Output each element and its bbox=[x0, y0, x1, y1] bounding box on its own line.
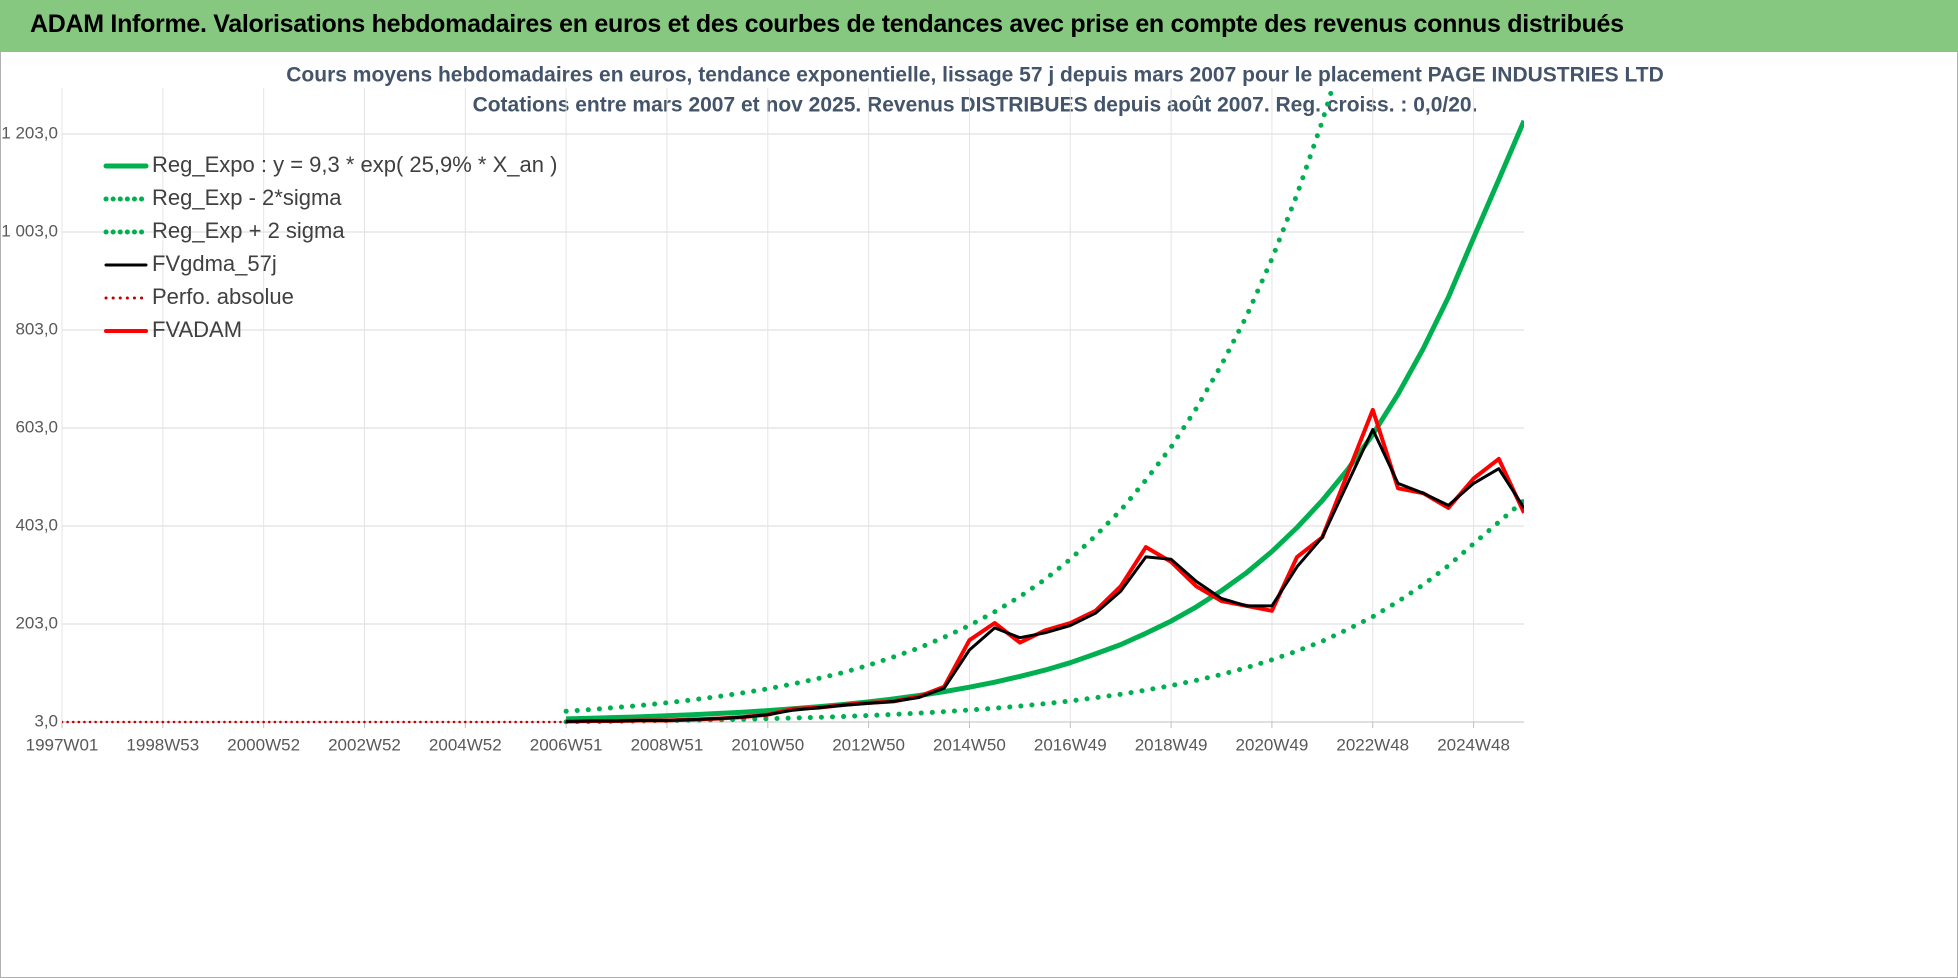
x-tick-label: 2008W51 bbox=[631, 735, 704, 754]
y-tick-label: 203,0 bbox=[15, 613, 58, 632]
x-tick-label: 2000W52 bbox=[227, 735, 300, 754]
series-line bbox=[566, 428, 1524, 723]
x-tick-label: 2010W50 bbox=[731, 735, 804, 754]
header-title: ADAM Informe. Valorisations hebdomadaire… bbox=[30, 10, 1624, 38]
y-tick-label: 1 003,0 bbox=[1, 222, 58, 241]
x-tick-label: 2004W52 bbox=[429, 735, 502, 754]
x-tick-label: 2022W48 bbox=[1336, 735, 1409, 754]
y-tick-label: 3,0 bbox=[34, 711, 58, 730]
x-tick-label: 2016W49 bbox=[1034, 735, 1107, 754]
series-line bbox=[563, 88, 1336, 714]
x-tick-label: 2012W50 bbox=[832, 735, 905, 754]
x-tick-label: 1997W01 bbox=[26, 735, 99, 754]
chart-title: Cours moyens hebdomadaires en euros, ten… bbox=[286, 64, 1663, 87]
y-tick-label: 403,0 bbox=[15, 516, 58, 535]
legend-label: Reg_Expo : y = 9,3 * exp( 25,9% * X_an ) bbox=[152, 152, 557, 177]
x-tick-label: 2002W52 bbox=[328, 735, 401, 754]
plot-area bbox=[62, 88, 1524, 724]
series-line bbox=[566, 407, 1524, 724]
legend-label: Perfo. absolue bbox=[152, 284, 294, 309]
x-tick-label: 2018W49 bbox=[1135, 735, 1208, 754]
x-tick-label: 2020W49 bbox=[1236, 735, 1309, 754]
legend-label: Reg_Exp + 2 sigma bbox=[152, 218, 345, 243]
y-tick-label: 1 203,0 bbox=[1, 124, 58, 143]
legend-label: Reg_Exp - 2*sigma bbox=[152, 185, 342, 210]
chart-subtitle: Cotations entre mars 2007 et nov 2025. R… bbox=[473, 94, 1478, 117]
series-line bbox=[62, 408, 1524, 724]
y-tick-label: 803,0 bbox=[15, 320, 58, 339]
x-tick-label: 2006W51 bbox=[530, 735, 603, 754]
legend-label: FVgdma_57j bbox=[152, 251, 277, 276]
header-bar: ADAM Informe. Valorisations hebdomadaire… bbox=[0, 0, 1958, 52]
x-tick-label: 2014W50 bbox=[933, 735, 1006, 754]
series-line bbox=[563, 498, 1524, 724]
x-tick-label: 1998W53 bbox=[126, 735, 199, 754]
legend-label: FVADAM bbox=[152, 317, 242, 342]
chart: Cours moyens hebdomadaires en euros, ten… bbox=[1, 64, 1663, 755]
y-tick-label: 603,0 bbox=[15, 418, 58, 437]
x-tick-label: 2024W48 bbox=[1437, 735, 1510, 754]
